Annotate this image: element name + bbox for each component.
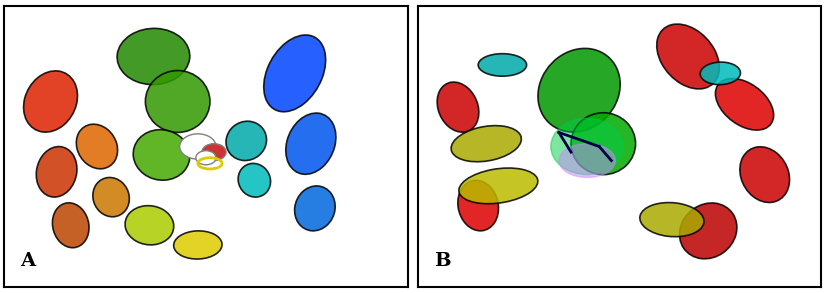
Ellipse shape [174,231,222,259]
Text: B: B [434,252,451,270]
Ellipse shape [715,79,773,130]
Ellipse shape [133,130,190,180]
Ellipse shape [640,202,704,237]
Ellipse shape [93,178,129,217]
Ellipse shape [76,124,117,169]
Circle shape [179,134,216,159]
Ellipse shape [458,180,499,231]
Text: A: A [21,252,36,270]
Ellipse shape [437,82,479,132]
Ellipse shape [559,144,615,178]
Ellipse shape [24,71,78,132]
Ellipse shape [146,71,210,132]
Ellipse shape [264,35,326,112]
Ellipse shape [451,126,521,162]
Ellipse shape [700,62,740,85]
Ellipse shape [117,28,190,85]
Ellipse shape [571,113,636,175]
Ellipse shape [740,147,790,202]
Circle shape [202,144,226,161]
Circle shape [196,151,216,165]
Ellipse shape [478,54,527,76]
Ellipse shape [226,121,266,161]
Ellipse shape [36,146,77,197]
Ellipse shape [538,48,620,132]
Ellipse shape [459,168,538,204]
Ellipse shape [286,113,336,174]
Ellipse shape [551,118,624,175]
Ellipse shape [294,186,335,231]
Ellipse shape [125,206,174,245]
Ellipse shape [52,203,89,248]
Ellipse shape [238,163,270,197]
Ellipse shape [680,203,737,259]
Ellipse shape [657,24,719,89]
